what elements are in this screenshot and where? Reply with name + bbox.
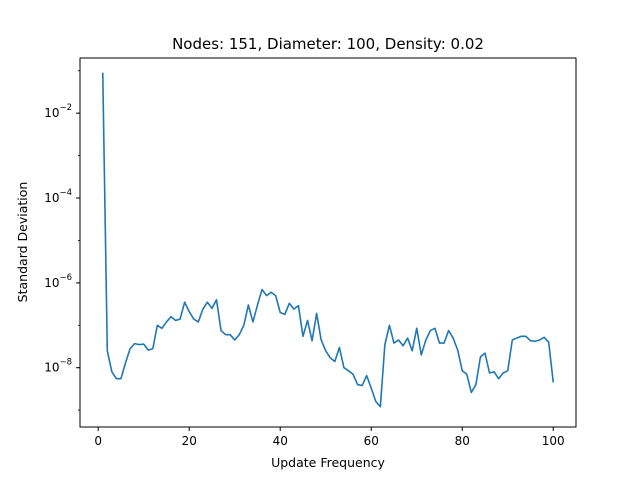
y-tick-label: 10−8 bbox=[44, 358, 72, 375]
x-tick-label: 60 bbox=[364, 434, 379, 448]
x-axis: 0 20 40 60 80 100 bbox=[94, 427, 565, 448]
x-tick-label: 20 bbox=[182, 434, 197, 448]
chart-title: Nodes: 151, Diameter: 100, Density: 0.02 bbox=[172, 35, 484, 53]
x-axis-label: Update Frequency bbox=[271, 455, 385, 470]
x-tick-label: 0 bbox=[94, 434, 102, 448]
x-tick-label: 80 bbox=[455, 434, 470, 448]
x-tick-label: 100 bbox=[542, 434, 565, 448]
x-tick-label: 40 bbox=[273, 434, 288, 448]
series-line bbox=[101, 72, 555, 408]
y-tick-label: 10−6 bbox=[44, 273, 72, 290]
y-axis-label: Standard Deviation bbox=[15, 182, 30, 303]
y-tick-label: 10−2 bbox=[44, 103, 72, 120]
y-tick-label: 10−4 bbox=[44, 188, 72, 205]
plot-area-frame bbox=[79, 57, 577, 428]
y-axis: 10−8 10−6 10−4 10−2 bbox=[44, 70, 80, 411]
